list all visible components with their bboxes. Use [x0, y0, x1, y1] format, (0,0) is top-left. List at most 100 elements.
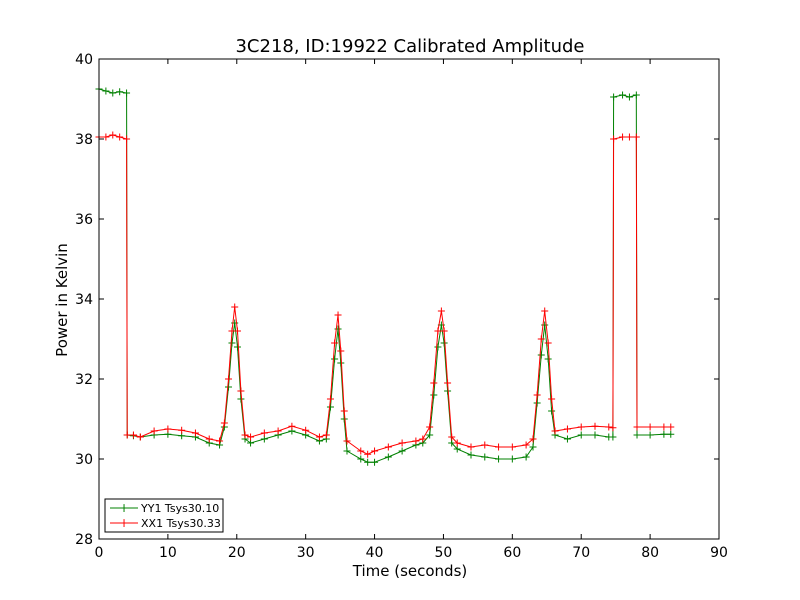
data-point-1 [660, 423, 668, 431]
data-point-1 [440, 327, 448, 335]
data-point-1 [541, 307, 549, 315]
x-tick-label: 0 [95, 545, 104, 561]
y-tick-label: 30 [75, 452, 93, 468]
data-point-1 [508, 443, 516, 451]
x-tick-label: 60 [503, 545, 521, 561]
data-point-0 [337, 359, 345, 367]
data-point-1 [551, 427, 559, 435]
data-point-1 [412, 437, 420, 445]
data-point-1 [241, 431, 249, 439]
data-point-0 [577, 431, 585, 439]
data-point-1 [544, 339, 552, 347]
data-point-0 [123, 89, 131, 97]
data-point-1 [123, 431, 131, 439]
data-point-0 [228, 339, 236, 347]
data-point-1 [467, 443, 475, 451]
data-point-1 [632, 133, 640, 141]
data-point-0 [453, 445, 461, 453]
data-point-1 [426, 423, 434, 431]
data-point-1 [605, 423, 613, 431]
data-point-1 [274, 427, 282, 435]
data-point-0 [522, 453, 530, 461]
data-point-1 [315, 433, 323, 441]
data-point-1 [481, 441, 489, 449]
data-point-1 [591, 422, 599, 430]
data-point-0 [260, 435, 268, 443]
y-tick-label: 36 [75, 212, 93, 228]
legend-label-xx1: XX1 Tsys30.33 [141, 517, 221, 530]
data-point-0 [225, 383, 233, 391]
chart-title: 3C218, ID:19922 Calibrated Amplitude [235, 36, 584, 57]
x-axis-label: Time (seconds) [352, 562, 468, 580]
data-point-1 [178, 426, 186, 434]
data-point-1 [191, 429, 199, 437]
data-point-1 [548, 395, 556, 403]
legend-marker-yy1: + [119, 501, 129, 515]
data-point-0 [533, 399, 541, 407]
data-point-1 [343, 437, 351, 445]
data-point-0 [625, 93, 633, 101]
data-point-1 [237, 387, 245, 395]
data-point-1 [302, 426, 310, 434]
data-point-1 [364, 450, 372, 458]
data-point-0 [619, 91, 627, 99]
data-point-0 [247, 439, 255, 447]
data-point-1 [247, 433, 255, 441]
legend-marker-xx1: + [119, 516, 129, 530]
y-axis: 28 30 32 34 36 38 40 [75, 52, 719, 548]
data-point-0 [237, 395, 245, 403]
data-point-1 [609, 424, 617, 432]
data-point-1 [337, 347, 345, 355]
data-point-0 [548, 407, 556, 415]
legend-label-yy1: YY1 Tsys30.10 [140, 502, 219, 515]
data-point-0 [357, 455, 365, 463]
series-layer [95, 85, 675, 466]
data-point-1 [357, 447, 365, 455]
data-point-0 [610, 93, 618, 101]
data-point-0 [541, 321, 549, 329]
data-point-0 [384, 453, 392, 461]
plot-area [99, 59, 719, 539]
legend-box [104, 498, 224, 533]
data-point-1 [437, 307, 445, 315]
data-point-0 [537, 351, 545, 359]
data-point-1 [577, 423, 585, 431]
data-point-0 [343, 447, 351, 455]
data-point-1 [453, 439, 461, 447]
data-point-1 [371, 447, 379, 455]
data-point-0 [646, 431, 654, 439]
data-point-1 [522, 441, 530, 449]
data-point-1 [136, 433, 144, 441]
data-point-1 [220, 419, 228, 427]
data-point-1 [529, 435, 537, 443]
y-tick-label: 34 [75, 292, 93, 308]
x-axis: 0 10 20 30 40 50 60 70 80 90 [95, 59, 728, 561]
data-point-1 [537, 335, 545, 343]
data-point-1 [533, 391, 541, 399]
data-point-0 [434, 343, 442, 351]
data-point-1 [225, 375, 233, 383]
x-tick-label: 30 [297, 545, 315, 561]
x-tick-label: 20 [228, 545, 246, 561]
data-point-0 [508, 455, 516, 463]
data-point-1 [430, 379, 438, 387]
y-tick-label: 32 [75, 372, 93, 388]
data-point-1 [322, 431, 330, 439]
data-point-0 [667, 430, 675, 438]
data-point-1 [233, 327, 241, 335]
data-point-0 [529, 443, 537, 451]
data-point-1 [667, 423, 675, 431]
data-point-1 [448, 433, 456, 441]
data-point-1 [326, 395, 334, 403]
data-point-0 [398, 447, 406, 455]
x-tick-label: 90 [710, 545, 728, 561]
data-point-1 [340, 407, 348, 415]
data-point-1 [150, 427, 158, 435]
data-point-0 [591, 431, 599, 439]
data-point-1 [288, 422, 296, 430]
data-point-0 [426, 431, 434, 439]
data-point-1 [331, 339, 339, 347]
data-point-1 [633, 423, 641, 431]
data-point-0 [632, 91, 640, 99]
